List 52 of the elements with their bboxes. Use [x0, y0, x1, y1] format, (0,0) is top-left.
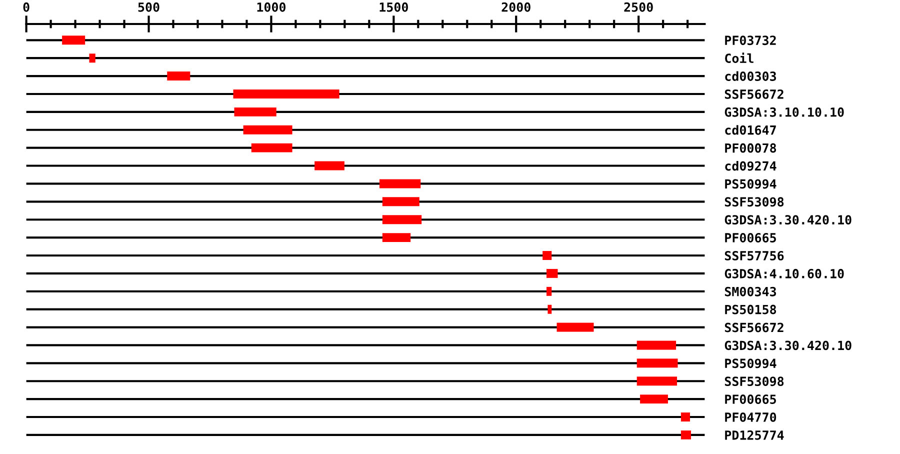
y-tick-label: PF04770: [725, 412, 776, 422]
bar: [680, 412, 690, 422]
bar: [379, 179, 421, 188]
bar: [546, 268, 558, 278]
bar: [89, 54, 96, 63]
bar: [251, 143, 292, 152]
y-tick-label: SSF56672: [724, 322, 784, 332]
y-tick-label: cd00303: [725, 71, 776, 81]
y-tick-label: SM00343: [724, 286, 776, 296]
x-tick-label: 2000: [502, 2, 530, 12]
y-tick-label: SSF57756: [724, 250, 784, 260]
y-tick-label: SSF53098: [724, 197, 784, 207]
bar: [167, 72, 190, 81]
bar: [382, 233, 411, 242]
bar: [243, 125, 292, 134]
y-tick-label: PF03732: [725, 36, 776, 46]
x-tick-label: 1000: [257, 2, 286, 12]
bar: [636, 358, 678, 368]
y-tick-label: Coil: [725, 52, 754, 64]
y-tick-label: G3DSA:3.30.420.10: [724, 340, 852, 350]
y-tick-label: G3DSA:4.10.60.10: [724, 268, 844, 278]
bar: [546, 286, 552, 296]
bar: [382, 215, 422, 224]
bar: [636, 340, 676, 350]
y-tick-label: SSF56672: [724, 89, 784, 99]
y-tick-label: PS50158: [725, 304, 776, 314]
bar: [234, 107, 276, 116]
bar: [548, 304, 552, 314]
x-tick-label: 0: [23, 2, 30, 12]
bar: [542, 251, 552, 260]
y-tick-label: G3DSA:3.10.10.10: [724, 107, 844, 117]
x-tick-label: 500: [138, 2, 160, 12]
bar: [62, 36, 86, 45]
bar: [636, 376, 678, 386]
y-tick-label: PD125774: [725, 430, 784, 440]
bar: [640, 394, 668, 404]
y-tick-label: cd09274: [725, 161, 776, 171]
x-tick-label: 2500: [624, 2, 653, 12]
y-tick-label: PF00665: [725, 394, 776, 404]
bar: [680, 430, 691, 440]
y-tick-label: cd01647: [725, 125, 776, 135]
y-tick-label: PS50994: [725, 179, 776, 189]
bar: [233, 90, 340, 98]
x-tick-label: 1500: [380, 2, 408, 12]
y-tick-label: PF00665: [725, 233, 776, 242]
y-tick-label: SSF53098: [724, 376, 784, 386]
bar: [556, 322, 594, 332]
bar: [382, 197, 420, 206]
y-tick-label: G3DSA:3.30.420.10: [724, 215, 852, 225]
y-tick-label: PS50994: [725, 358, 776, 368]
y-tick-label: PF00078: [725, 143, 776, 153]
bar: [314, 161, 344, 170]
